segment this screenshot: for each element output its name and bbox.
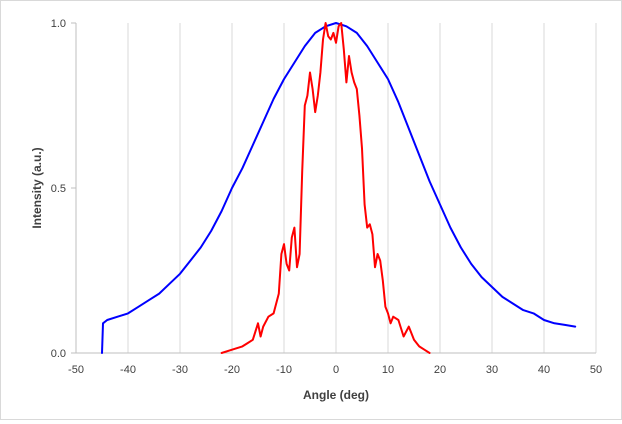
y-tick-label: 1.0: [51, 18, 66, 30]
y-axis-title: Intensity (a.u.): [30, 147, 44, 228]
x-tick-label: 30: [486, 364, 498, 376]
tick-labels: -50 -40 -30 -20 -10 0 10 20 30 40 50 0.0 0.5 1.0: [51, 18, 602, 376]
x-tick-label: -20: [224, 364, 240, 376]
x-tick-label: -40: [120, 364, 136, 376]
axes: [71, 22, 596, 354]
x-tick-label: 20: [434, 364, 446, 376]
y-tick-label: 0.5: [51, 183, 66, 195]
x-tick-label: 10: [382, 364, 394, 376]
x-tick-label: -10: [276, 364, 292, 376]
series-lines: [101, 22, 577, 354]
series-line-1: [101, 22, 577, 354]
gridlines: [75, 23, 597, 353]
x-tick-label: -30: [172, 364, 188, 376]
x-tick-label: 40: [538, 364, 550, 376]
x-axis-title: Angle (deg): [303, 388, 369, 402]
x-tick-label: 50: [590, 364, 602, 376]
x-tick-label: -50: [68, 364, 84, 376]
x-tick-label: 0: [333, 364, 339, 376]
series-line-2: [220, 22, 431, 354]
y-tick-label: 0.0: [51, 348, 66, 360]
